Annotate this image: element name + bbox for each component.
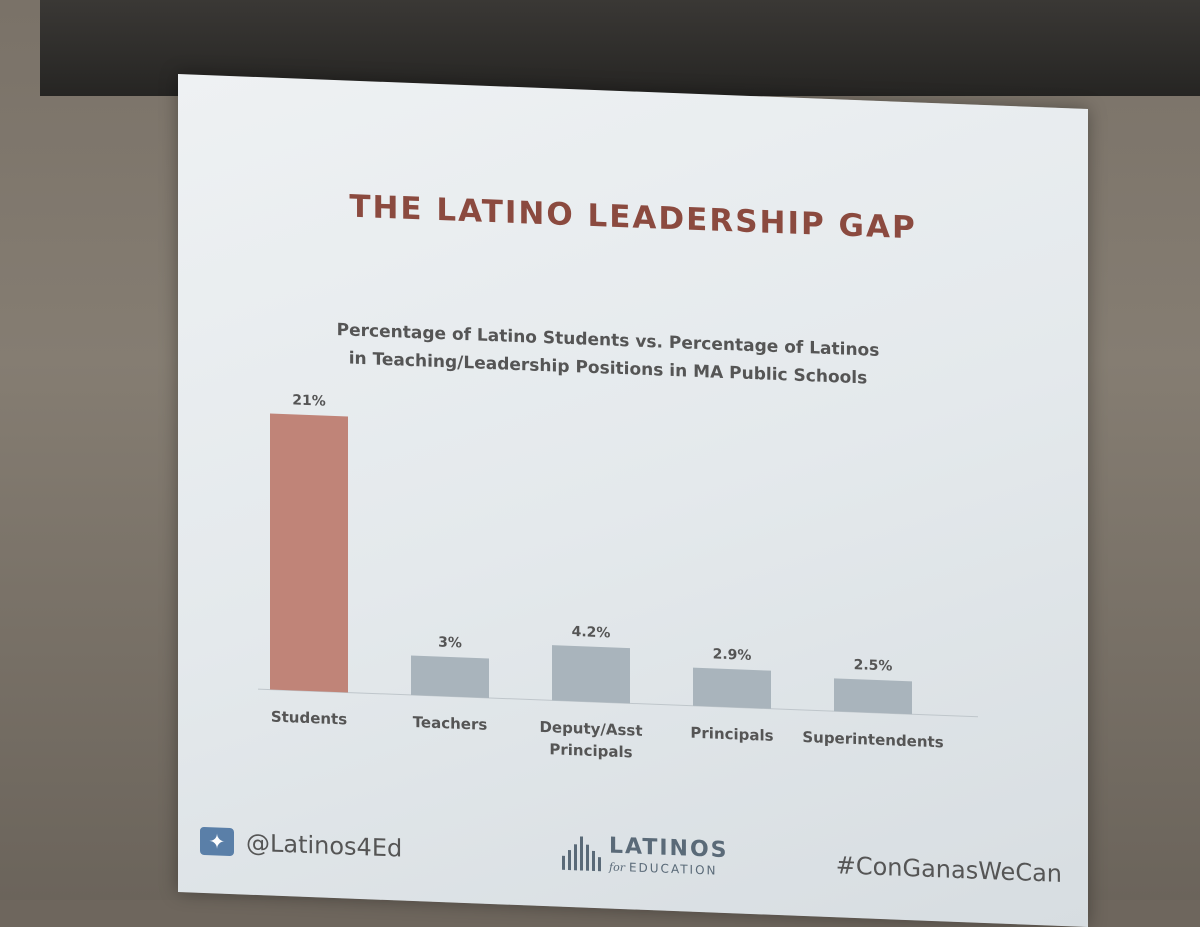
logo-bars-icon — [562, 835, 601, 871]
bar-teachers — [411, 655, 489, 698]
data-label: 2.5% — [854, 657, 893, 674]
latinos-for-education-logo: LATINOS for EDUCATION — [562, 833, 729, 878]
data-label: 21% — [292, 392, 326, 409]
twitter-footer: ✦ @Latinos4Ed — [200, 826, 403, 863]
data-label: 2.9% — [713, 646, 752, 663]
logo-for-text: for — [609, 860, 625, 875]
logo-education-text: EDUCATION — [628, 860, 718, 878]
bar-superintendents — [834, 678, 912, 715]
presentation-slide: THE LATINO LEADERSHIP GAP Percentage of … — [178, 74, 1088, 927]
data-label: 3% — [438, 635, 462, 652]
category-label: Principals — [549, 740, 632, 761]
bar-deputy-asst-principals — [552, 645, 630, 704]
logo-main-text: LATINOS — [609, 833, 729, 864]
category-label: Superintendents — [802, 728, 943, 751]
twitter-handle: @Latinos4Ed — [246, 828, 403, 863]
bar-chart: 21%Students3%Teachers4.2%Deputy/AsstPrin… — [258, 392, 978, 761]
bar-principals — [693, 667, 771, 709]
hashtag: #ConGanasWeCan — [835, 851, 1062, 888]
category-label: Teachers — [413, 713, 488, 734]
twitter-bird-icon: ✦ — [200, 826, 234, 857]
logo-sub-text: for EDUCATION — [609, 860, 729, 878]
category-label: Principals — [690, 724, 773, 745]
bar-students — [270, 413, 348, 693]
category-label: Students — [271, 708, 347, 729]
category-label: Deputy/Asst — [539, 718, 642, 740]
data-label: 4.2% — [572, 624, 611, 641]
